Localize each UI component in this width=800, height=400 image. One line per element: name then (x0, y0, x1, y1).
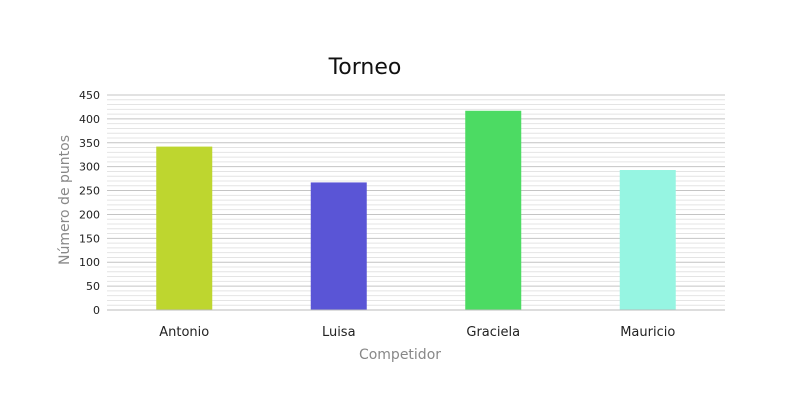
y-tick-label: 100 (79, 256, 100, 269)
bars (156, 110, 676, 311)
y-tick-label: 300 (79, 161, 100, 174)
y-axis-ticks: 0 50 100 150 200 250 300 350 400 450 (79, 89, 100, 317)
y-tick-label: 200 (79, 208, 100, 221)
chart-title: Torneo (328, 55, 402, 80)
bar (156, 146, 213, 310)
y-tick-label: 250 (79, 185, 100, 198)
x-axis-label: Competidor (359, 347, 441, 363)
bar (310, 182, 367, 310)
x-tick-label: Luisa (322, 325, 356, 340)
y-tick-label: 150 (79, 232, 100, 245)
y-tick-label: 350 (79, 137, 100, 150)
x-tick-label: Mauricio (620, 325, 675, 340)
bar (619, 170, 676, 310)
x-tick-label: Antonio (159, 325, 209, 340)
bar (465, 110, 522, 311)
y-tick-label: 450 (79, 89, 100, 102)
y-axis-label: Número de puntos (57, 135, 73, 265)
y-tick-label: 0 (93, 304, 100, 317)
y-tick-label: 50 (86, 280, 100, 293)
x-axis-ticks: Antonio Luisa Graciela Mauricio (159, 325, 675, 340)
y-tick-label: 400 (79, 113, 100, 126)
x-tick-label: Graciela (466, 325, 520, 340)
